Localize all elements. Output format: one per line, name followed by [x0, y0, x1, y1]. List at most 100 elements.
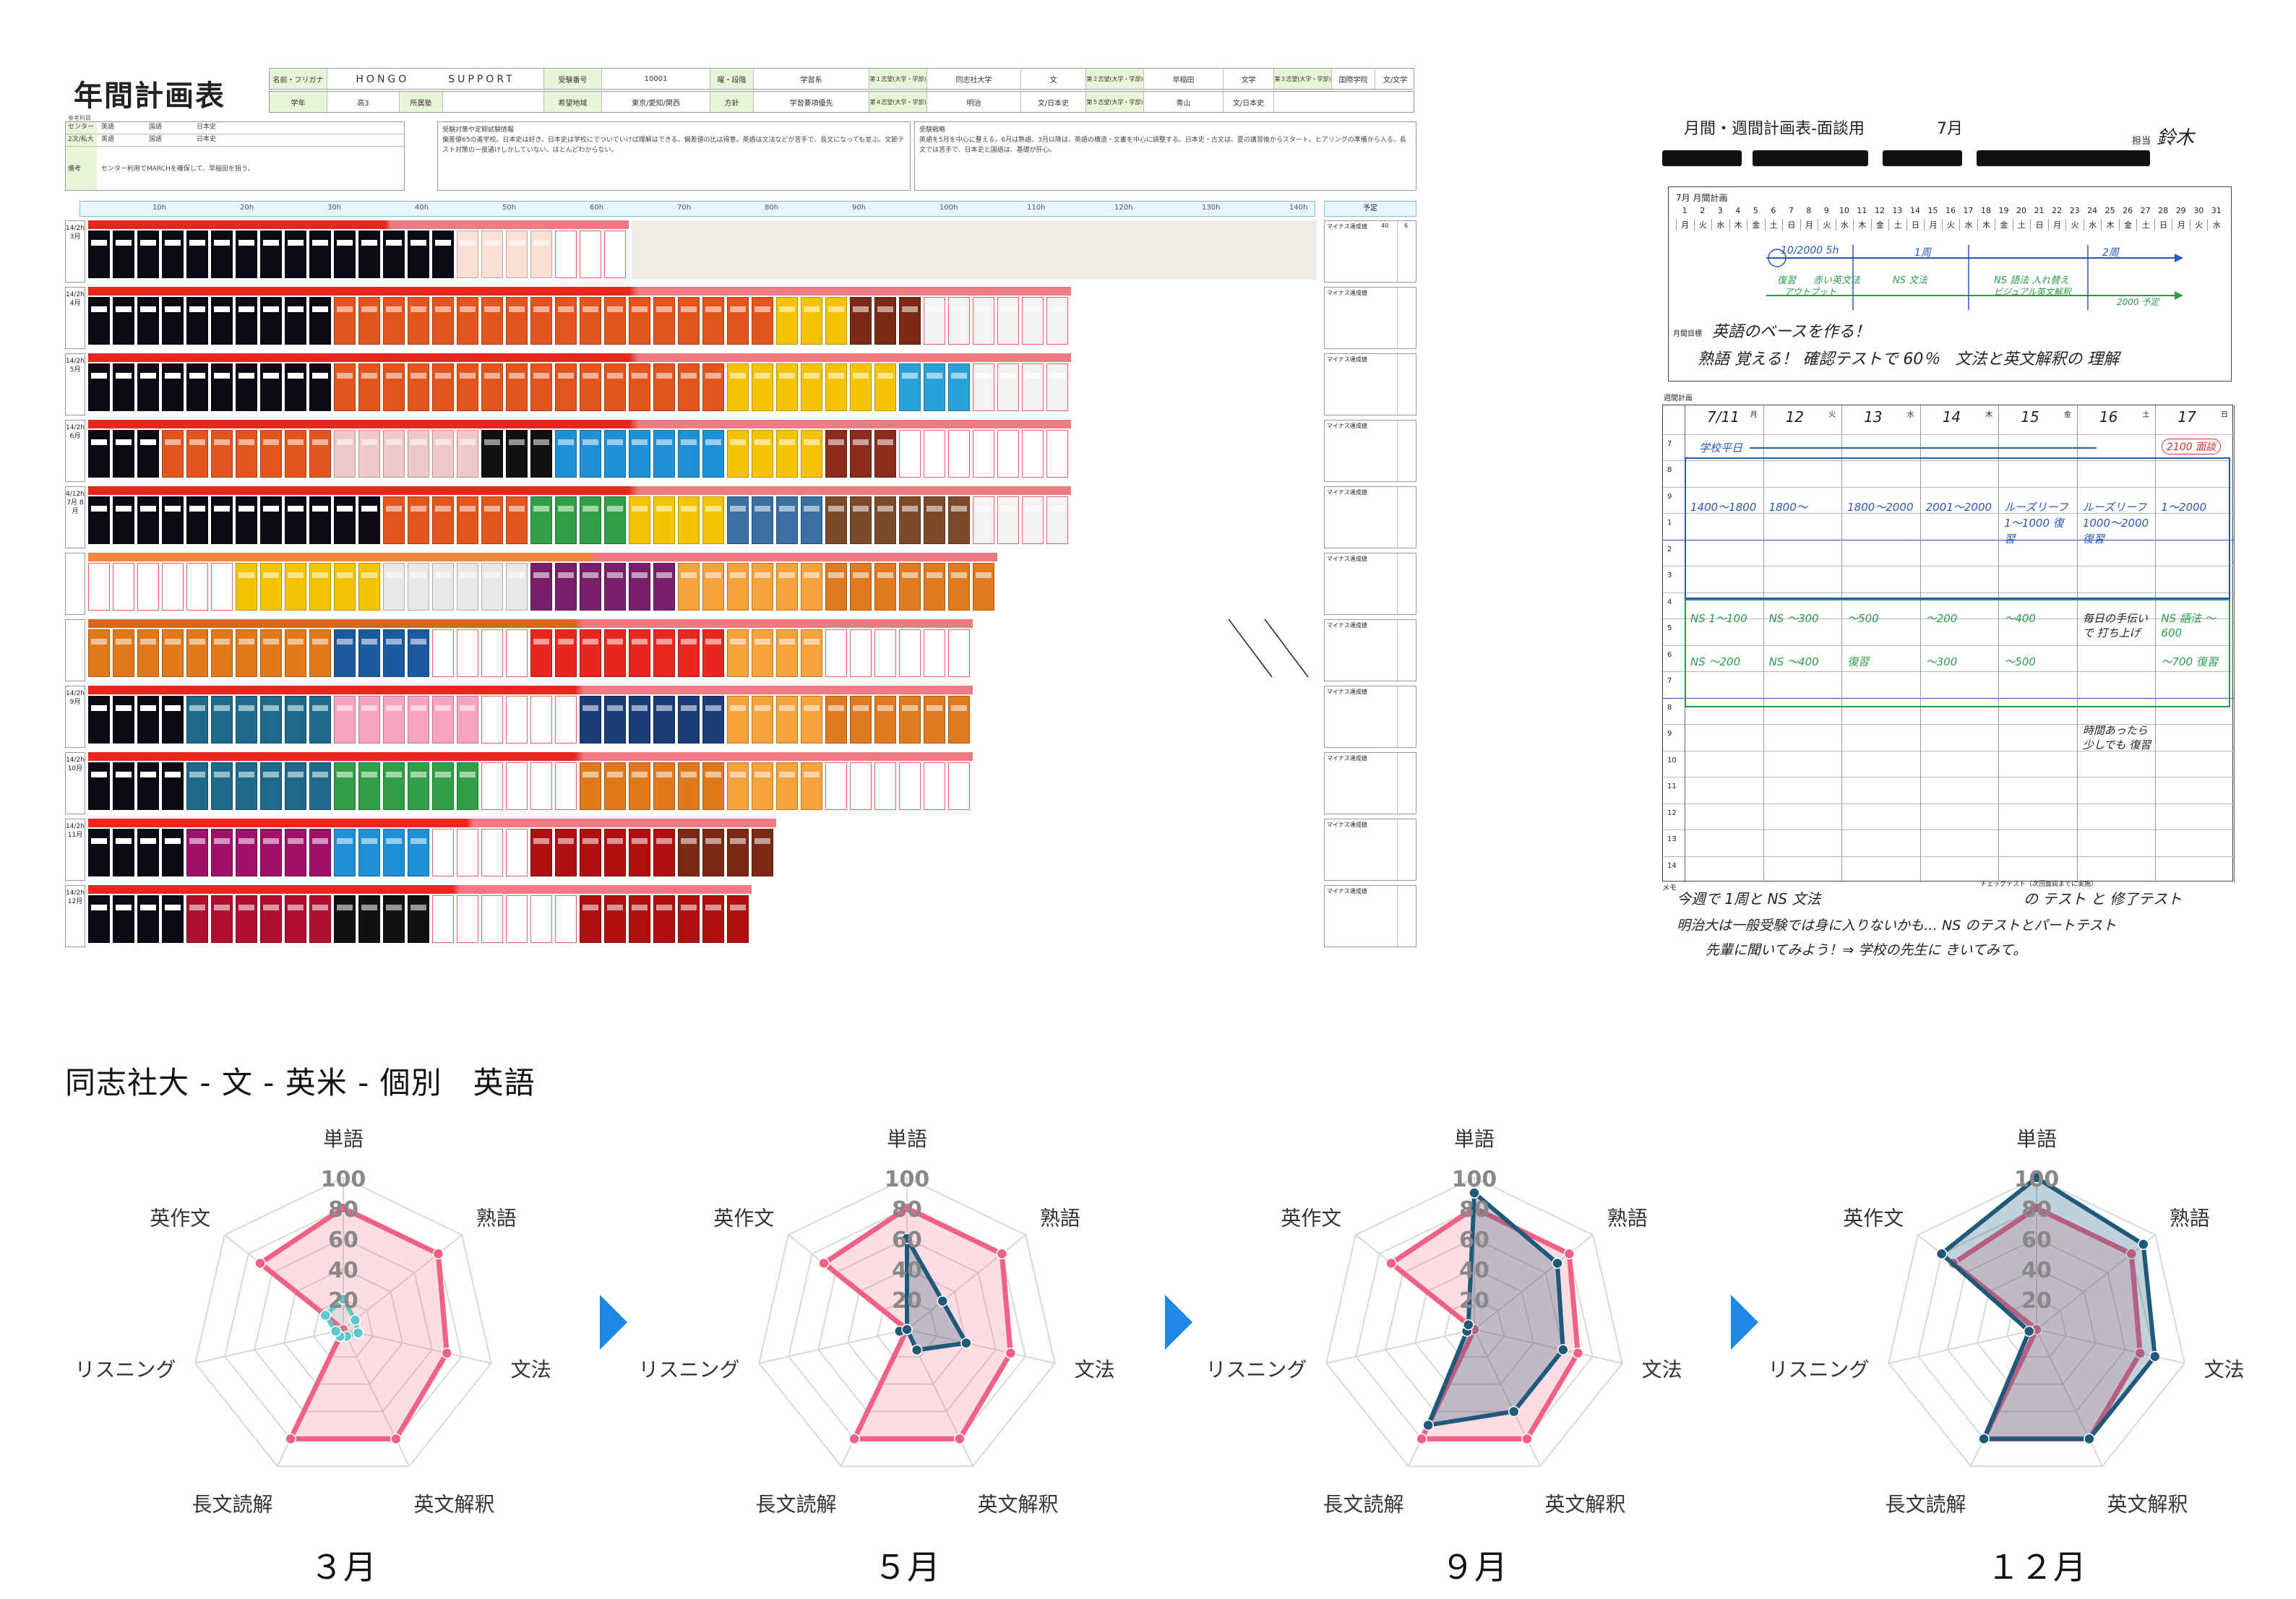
radar-axis-label: 英文解釈: [2107, 1492, 2188, 1516]
radar-axis-label: 単語: [887, 1127, 927, 1151]
exam-no-value: 10001: [602, 69, 710, 89]
month-weekday: 金: [1995, 219, 2013, 230]
textbook-title-bar: [214, 373, 230, 379]
textbook-thumbnail: [285, 762, 306, 810]
textbook-thumbnail: [530, 696, 552, 744]
textbook-thumbnail: [358, 230, 380, 278]
week-day-date: 13: [1864, 408, 1883, 426]
grade-label: 学年: [270, 92, 327, 112]
month-day-number: 1: [1682, 206, 1687, 215]
textbook-thumbnail: [874, 297, 896, 345]
textbook-title-bar: [509, 306, 525, 312]
exam-no-label: 受験番号: [544, 69, 602, 89]
textbook-thumbnail: [702, 629, 724, 677]
choice1-dept: 文: [1021, 69, 1086, 89]
textbook-title-bar: [337, 905, 353, 910]
week-day-weekday: 月: [1750, 411, 1758, 419]
mon-value: 学習系: [754, 69, 869, 89]
time-row-line: [1663, 460, 2234, 462]
month-weekday: 金: [1870, 219, 1889, 230]
textbook-title-bar: [877, 506, 893, 512]
crossed-out-cells: [1229, 619, 1309, 678]
textbook-thumbnail: [555, 629, 577, 677]
subjects-box: センター 英語 国語 日本史 2次/私大 英語 国語 日本史 備考 センター利用…: [65, 121, 405, 191]
textbook-thumbnail: [776, 496, 798, 544]
minus-achievement-box: マイナス達成値: [1324, 287, 1416, 349]
day-column-line: [1841, 405, 1843, 882]
textbook-thumbnail: [260, 363, 282, 411]
radar-point: [441, 1347, 453, 1359]
exam-info-title: 受験対策や定期試験情報: [442, 126, 515, 134]
radar-point: [2031, 1172, 2042, 1184]
radar-point: [1385, 1257, 1397, 1270]
textbook-thumbnail: [457, 829, 478, 876]
textbook-strip: [88, 563, 997, 612]
month-row-band: [88, 819, 776, 827]
textbook-title-bar: [558, 838, 574, 844]
textbook-title-bar: [705, 772, 721, 777]
radar-point: [2138, 1238, 2149, 1250]
textbook-title-bar: [312, 373, 328, 379]
textbook-thumbnail: [137, 696, 159, 744]
textbook-thumbnail: [432, 762, 454, 810]
textbook-thumbnail: [997, 496, 1019, 544]
radar-point: [285, 1433, 296, 1445]
textbook-title-bar: [337, 705, 353, 711]
textbook-title-bar: [558, 506, 574, 512]
textbook-thumbnail: [678, 496, 700, 544]
progress-arrow-icon: [1165, 1295, 1192, 1350]
week-day-date: 12: [1785, 408, 1805, 426]
minus-achievement-label: マイナス達成値: [1327, 556, 1367, 562]
week-plan-label: 週間計画: [1664, 395, 1693, 402]
hour-tick: 10h: [152, 204, 167, 212]
textbook-title-bar: [410, 772, 426, 777]
month-weekday: 火: [2065, 219, 2084, 230]
textbook-title-bar: [361, 506, 377, 512]
time-row-line: [1663, 803, 2234, 804]
textbook-thumbnail: [211, 762, 233, 810]
textbook-thumbnail: [629, 762, 650, 810]
textbook-title-bar: [116, 240, 132, 246]
textbook-title-bar: [582, 439, 598, 445]
textbook-thumbnail: [678, 895, 700, 943]
textbook-thumbnail: [752, 363, 773, 411]
textbook-thumbnail: [580, 363, 601, 411]
textbook-title-bar: [484, 572, 500, 578]
textbook-thumbnail: [727, 696, 749, 744]
month-weekday: 土: [2136, 219, 2154, 230]
radar-spoke: [759, 1329, 908, 1364]
textbook-title-bar: [189, 572, 205, 578]
textbook-thumbnail: [580, 230, 601, 278]
textbook-title-bar: [951, 572, 967, 578]
textbook-title-bar: [804, 705, 820, 711]
textbook-title-bar: [632, 772, 648, 777]
textbook-title-bar: [558, 439, 574, 445]
textbook-title-bar: [853, 306, 869, 312]
textbook-title-bar: [312, 572, 328, 578]
week-day-header: 17 日: [2155, 405, 2234, 434]
textbook-title-bar: [189, 240, 205, 246]
textbook-title-bar: [116, 905, 132, 910]
radar-heading: 同志社大 - 文 - 英米 - 個別 英語: [65, 1065, 536, 1100]
textbook-thumbnail: [801, 762, 822, 810]
textbook-title-bar: [853, 439, 869, 445]
textbook-thumbnail: [383, 430, 405, 478]
hour-scale-bar: 10h 20h 30h 40h 50h 60h 70h 80h 90h 100h 110h 120h 1…: [79, 201, 1315, 217]
radar-axis-label: 文法: [2204, 1358, 2245, 1382]
weekly-month: 7月: [1937, 120, 1963, 138]
textbook-title-bar: [828, 373, 844, 379]
textbook-title-bar: [91, 639, 107, 645]
month-weekday: 金: [2118, 219, 2137, 230]
week-grid: 7/11 月 12 火 13 水 14 木 15 金 16 土 17 日 7 8 9 1 2 3 4 5 6 7 8 9 10 11 1…: [1663, 405, 2235, 882]
radar-tick-label: 20: [328, 1288, 358, 1314]
textbook-thumbnail: [678, 696, 700, 744]
textbook-title-bar: [484, 905, 500, 910]
textbook-thumbnail: [555, 496, 577, 544]
time-row-line: [1663, 434, 2234, 435]
week-plan-box: 7/11 月 12 火 13 水 14 木 15 金 16 土 17 日 7 8 9 1 2 3 4 5 6 7 8 9 10 11 1…: [1662, 405, 2235, 882]
textbook-title-bar: [386, 240, 402, 246]
minus-achievement-label: マイナス達成値: [1327, 755, 1367, 762]
time-row-label: 2: [1667, 545, 1672, 553]
month-day-number: 22: [2052, 206, 2063, 215]
textbook-title-bar: [337, 572, 353, 578]
